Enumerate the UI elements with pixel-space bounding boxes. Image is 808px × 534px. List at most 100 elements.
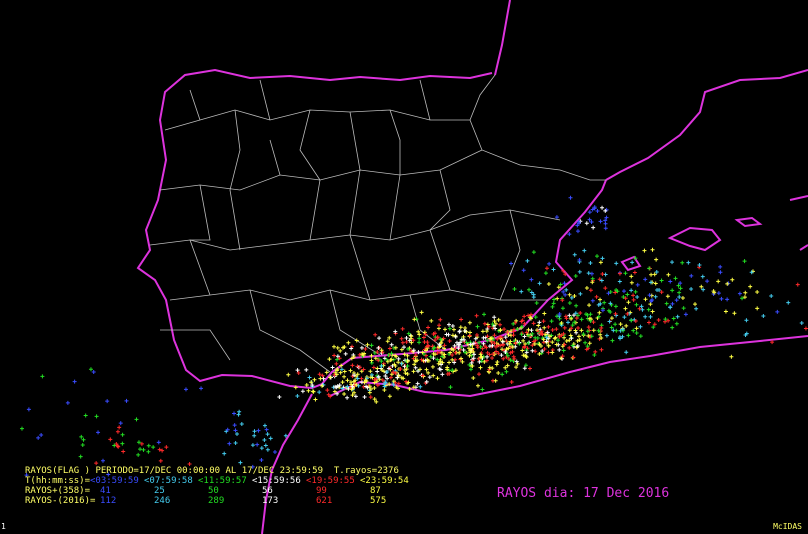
strike-marker xyxy=(395,375,400,380)
strike-marker xyxy=(676,283,681,288)
strike-marker xyxy=(477,372,482,377)
strike-marker xyxy=(555,296,560,301)
strike-marker xyxy=(369,358,374,363)
strike-marker xyxy=(600,271,605,276)
strike-marker xyxy=(156,440,161,445)
strike-marker xyxy=(385,339,390,344)
strike-marker xyxy=(437,323,442,328)
strike-marker xyxy=(588,312,593,317)
strike-marker xyxy=(374,399,379,404)
strike-marker xyxy=(420,350,425,355)
strike-marker xyxy=(504,369,509,374)
strike-marker xyxy=(446,322,451,327)
strike-marker xyxy=(475,324,480,329)
strike-marker xyxy=(411,369,416,374)
strike-marker xyxy=(650,297,655,302)
strike-marker xyxy=(80,442,85,447)
strike-marker xyxy=(521,353,526,358)
border xyxy=(149,209,561,251)
strike-marker xyxy=(546,324,551,329)
strike-marker xyxy=(504,339,509,344)
strike-marker xyxy=(447,326,452,331)
strike-marker xyxy=(569,336,574,341)
strike-marker xyxy=(438,337,443,342)
strike-marker xyxy=(550,350,555,355)
strike-marker xyxy=(632,270,637,275)
strike-marker xyxy=(393,345,398,350)
strike-marker xyxy=(232,423,237,428)
strike-marker xyxy=(673,276,678,281)
strike-marker xyxy=(340,380,345,385)
strike-marker xyxy=(732,311,737,316)
strike-marker xyxy=(651,325,656,330)
strike-marker xyxy=(629,280,634,285)
strike-marker xyxy=(357,365,362,370)
strike-marker xyxy=(531,250,536,255)
strike-marker xyxy=(320,383,325,388)
strike-marker xyxy=(693,302,698,307)
strike-marker xyxy=(501,356,506,361)
strike-marker xyxy=(471,356,476,361)
strike-marker xyxy=(529,328,534,333)
strike-marker xyxy=(429,318,434,323)
strike-marker xyxy=(348,368,353,373)
strike-marker xyxy=(387,382,392,387)
time-interval: <15:59:56 xyxy=(252,476,301,486)
strike-marker xyxy=(454,340,459,345)
strike-marker xyxy=(575,223,580,228)
strike-marker xyxy=(500,372,505,377)
strike-marker xyxy=(577,269,582,274)
strike-marker xyxy=(377,377,382,382)
strike-marker xyxy=(435,335,440,340)
strike-marker xyxy=(553,335,558,340)
strike-marker xyxy=(459,356,464,361)
strike-marker xyxy=(514,359,519,364)
strike-marker xyxy=(330,365,335,370)
strike-marker xyxy=(467,353,472,358)
strike-marker xyxy=(333,384,338,389)
strike-marker xyxy=(556,285,561,290)
strike-marker xyxy=(504,347,509,352)
strike-marker xyxy=(570,323,575,328)
border xyxy=(160,79,431,361)
strike-marker xyxy=(542,311,547,316)
strike-marker xyxy=(575,344,580,349)
strike-marker xyxy=(440,354,445,359)
strike-marker xyxy=(88,367,93,372)
strike-marker xyxy=(403,371,408,376)
strike-marker xyxy=(425,344,430,349)
strike-marker xyxy=(579,317,584,322)
strike-marker xyxy=(579,328,584,333)
strike-marker xyxy=(560,354,565,359)
strike-marker xyxy=(120,441,125,446)
strike-marker xyxy=(637,306,642,311)
strike-marker xyxy=(452,343,457,348)
strike-marker xyxy=(389,357,394,362)
strike-marker xyxy=(515,361,520,366)
strike-marker xyxy=(256,428,261,433)
strike-marker xyxy=(477,359,482,364)
strike-marker xyxy=(623,271,628,276)
strike-marker xyxy=(424,379,429,384)
strike-marker xyxy=(505,329,510,334)
strike-marker xyxy=(543,271,548,276)
strike-marker xyxy=(567,328,572,333)
strike-marker xyxy=(650,309,655,314)
strike-marker xyxy=(461,348,466,353)
strike-marker xyxy=(259,458,264,463)
strike-marker xyxy=(293,385,298,390)
strike-marker xyxy=(468,350,473,355)
strike-marker xyxy=(487,367,492,372)
strike-marker xyxy=(576,219,581,224)
strike-marker xyxy=(701,287,706,292)
strike-marker xyxy=(561,268,566,273)
strike-marker xyxy=(83,413,88,418)
strike-marker xyxy=(623,306,628,311)
strike-marker xyxy=(484,329,489,334)
strike-marker xyxy=(573,311,578,316)
time-interval: <03:59:59 xyxy=(90,476,139,486)
strike-marker xyxy=(620,327,625,332)
strike-marker xyxy=(399,336,404,341)
strike-marker xyxy=(522,321,527,326)
strike-marker xyxy=(769,294,774,299)
